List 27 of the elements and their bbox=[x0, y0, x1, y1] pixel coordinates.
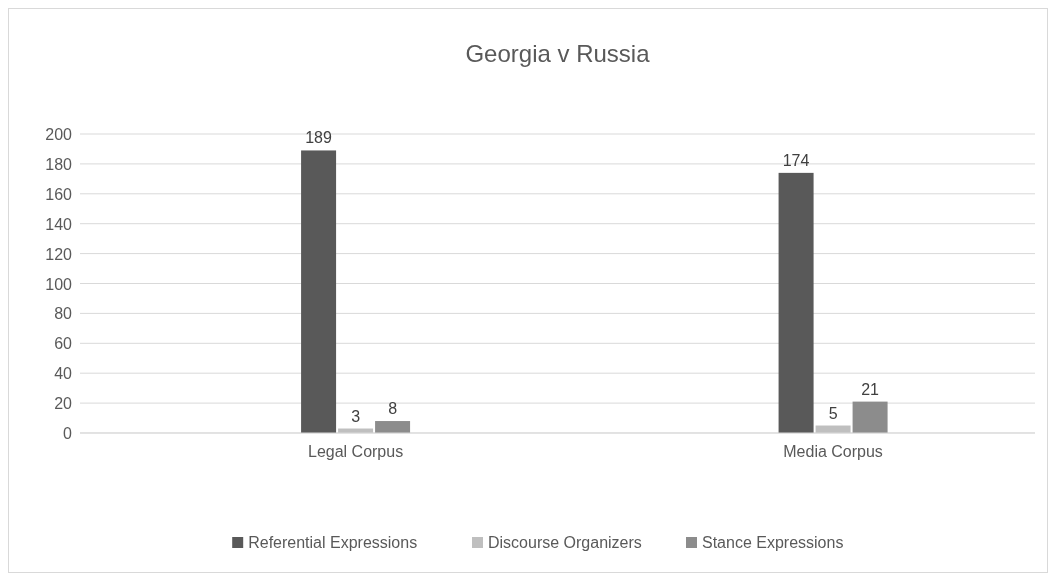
y-tick-label: 120 bbox=[45, 245, 73, 263]
y-tick-label: 60 bbox=[54, 335, 73, 353]
data-label: 3 bbox=[351, 407, 361, 425]
legend-label: Referential Expressions bbox=[248, 534, 418, 551]
bar bbox=[778, 172, 814, 433]
data-label: 189 bbox=[305, 129, 333, 147]
y-tick-label: 40 bbox=[54, 365, 73, 383]
legend-label: Discourse Organizers bbox=[488, 534, 642, 551]
y-tick-label: 140 bbox=[45, 215, 73, 233]
data-label: 21 bbox=[861, 380, 880, 398]
y-tick-label: 160 bbox=[45, 185, 73, 203]
y-tick-label: 0 bbox=[63, 425, 73, 442]
chart-title: Georgia v Russia bbox=[465, 40, 651, 67]
y-tick-label: 100 bbox=[45, 275, 73, 293]
x-tick-label: Legal Corpus bbox=[308, 443, 404, 460]
y-tick-label: 80 bbox=[54, 305, 73, 323]
legend-label: Stance Expressions bbox=[702, 534, 844, 551]
y-tick-label: 180 bbox=[45, 155, 73, 173]
data-label: 5 bbox=[828, 404, 838, 422]
bar bbox=[301, 150, 337, 433]
data-label: 8 bbox=[388, 400, 398, 418]
x-tick-label: Media Corpus bbox=[783, 443, 883, 460]
bar bbox=[852, 401, 888, 433]
bar bbox=[375, 421, 411, 433]
y-tick-label: 200 bbox=[45, 126, 73, 143]
data-label: 174 bbox=[782, 151, 810, 169]
y-tick-label: 20 bbox=[54, 395, 73, 413]
